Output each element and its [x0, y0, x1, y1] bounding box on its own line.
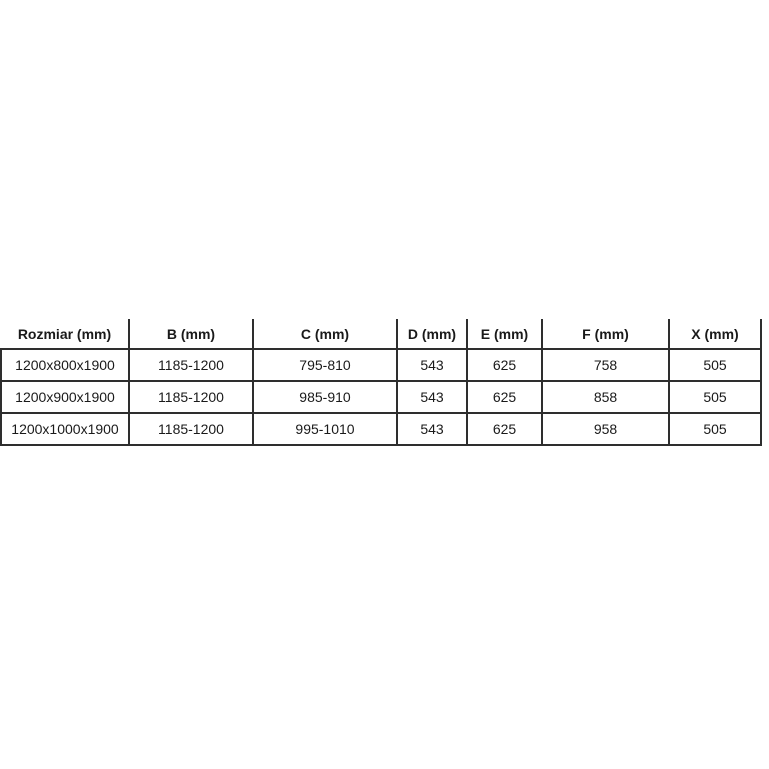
- table-cell: 543: [396, 412, 468, 446]
- header-row: Rozmiar (mm) B (mm) C (mm) D (mm) E (mm)…: [1, 319, 762, 350]
- table-cell: 625: [466, 412, 543, 446]
- table-row: 1200x800x1900 1185-1200 795-810 543 625 …: [0, 348, 762, 382]
- table-cell: 758: [541, 348, 670, 382]
- table-cell: 1200x800x1900: [0, 348, 130, 382]
- table-cell: 995-1010: [252, 412, 398, 446]
- table-cell: 1200x1000x1900: [0, 412, 130, 446]
- table-cell: 625: [466, 380, 543, 414]
- header-cell-x: X (mm): [668, 319, 762, 350]
- spec-table-container: Rozmiar (mm) B (mm) C (mm) D (mm) E (mm)…: [0, 319, 762, 446]
- table-cell: 1185-1200: [128, 380, 254, 414]
- header-cell-d: D (mm): [396, 319, 468, 350]
- table-cell: 795-810: [252, 348, 398, 382]
- table-cell: 505: [668, 348, 762, 382]
- table-cell: 1185-1200: [128, 412, 254, 446]
- table-cell: 543: [396, 380, 468, 414]
- table-cell: 625: [466, 348, 543, 382]
- table-cell: 505: [668, 380, 762, 414]
- table-cell: 1185-1200: [128, 348, 254, 382]
- table-cell: 543: [396, 348, 468, 382]
- table-cell: 958: [541, 412, 670, 446]
- header-cell-b: B (mm): [128, 319, 254, 350]
- header-cell-c: C (mm): [252, 319, 398, 350]
- table-cell: 505: [668, 412, 762, 446]
- header-cell-rozmiar: Rozmiar (mm): [1, 319, 130, 350]
- table-cell: 1200x900x1900: [0, 380, 130, 414]
- header-cell-f: F (mm): [541, 319, 670, 350]
- spec-table: Rozmiar (mm) B (mm) C (mm) D (mm) E (mm)…: [0, 319, 762, 446]
- header-cell-e: E (mm): [466, 319, 543, 350]
- table-row: 1200x900x1900 1185-1200 985-910 543 625 …: [0, 380, 762, 414]
- table-cell: 858: [541, 380, 670, 414]
- table-row: 1200x1000x1900 1185-1200 995-1010 543 62…: [0, 412, 762, 446]
- table-cell: 985-910: [252, 380, 398, 414]
